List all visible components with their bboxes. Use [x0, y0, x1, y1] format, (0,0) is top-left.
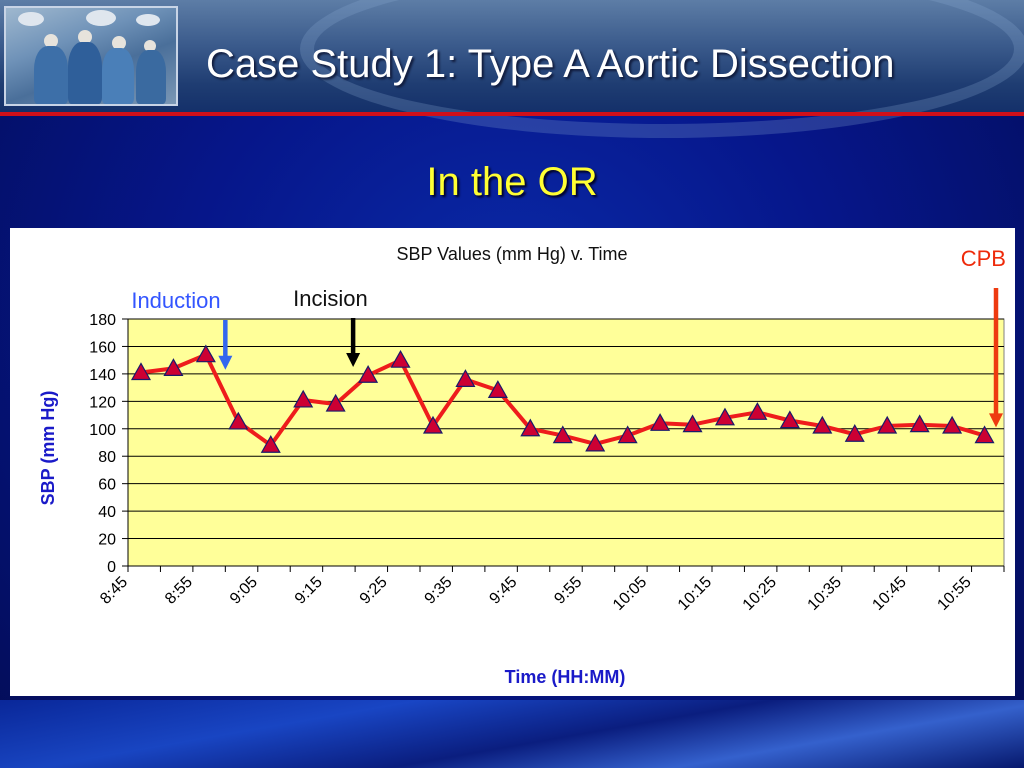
data-point-marker [163, 358, 184, 376]
data-point-marker [585, 433, 606, 452]
y-tick-label: 40 [98, 504, 116, 521]
data-point-marker [422, 415, 444, 434]
x-tick-label: 10:45 [870, 574, 910, 614]
y-tick-label: 120 [89, 394, 116, 411]
x-tick-label: 9:05 [227, 574, 261, 608]
plot-area: 0 20 40 60 80 100 120 140 160 180 8:45 8:55 9:05 9:15… [89, 246, 1006, 614]
y-axis-label: SBP (mm Hg) [38, 391, 58, 506]
chart-panel: SBP Values (mm Hg) v. Time SBP (mm Hg) T… [10, 228, 1015, 696]
data-point-marker [358, 365, 379, 383]
data-point-marker [228, 411, 249, 430]
data-point-marker [195, 344, 216, 363]
bottom-wave [0, 700, 1024, 768]
x-tick-label: 8:55 [162, 574, 196, 608]
x-tick-label: 10:05 [610, 574, 650, 614]
data-point-marker [682, 414, 703, 433]
y-tick-label: 20 [98, 532, 116, 549]
header-divider [0, 112, 1024, 116]
x-tick-label: 9:45 [486, 574, 520, 608]
data-point-marker [974, 425, 995, 444]
data-point-marker [487, 380, 508, 398]
annotation-induction-arrow-head [218, 355, 233, 370]
data-point-marker [520, 418, 541, 437]
annotation-incision-arrow-head [346, 353, 361, 368]
y-tick-label: 80 [98, 449, 116, 466]
sbp-line-chart: SBP Values (mm Hg) v. Time SBP (mm Hg) T… [38, 244, 1006, 687]
x-tick-label: 9:25 [357, 574, 391, 608]
y-tick-label: 100 [89, 422, 116, 439]
data-point-marker [390, 349, 411, 368]
data-point-marker [714, 407, 736, 426]
y-tick-label: 180 [89, 312, 116, 329]
annotation-incision-label: Incision [293, 286, 368, 311]
data-point-marker [844, 424, 865, 442]
data-point-marker [650, 413, 671, 431]
x-tick-label: 9:55 [551, 574, 585, 608]
operating-room-photo [4, 6, 178, 106]
data-point-marker [130, 362, 152, 381]
slide-subtitle: In the OR [426, 160, 598, 204]
data-point-marker [877, 415, 898, 434]
y-tick-label: 160 [89, 339, 116, 356]
data-point-marker [747, 402, 768, 420]
data-point-marker [617, 425, 638, 444]
data-point-marker [325, 393, 346, 412]
data-point-marker [455, 369, 476, 387]
slide-title: Case Study 1: Type A Aortic Dissection [206, 42, 895, 86]
chart-title: SBP Values (mm Hg) v. Time [396, 244, 627, 264]
y-tick-label: 0 [107, 559, 116, 576]
data-point-marker [812, 415, 833, 434]
annotation-cpb-arrow-head [989, 413, 1003, 428]
x-tick-label: 8:45 [97, 574, 131, 608]
annotation-cpb-label: CPB [961, 246, 1006, 271]
data-point-marker [260, 435, 281, 453]
data-point-marker [552, 425, 573, 444]
y-tick-label: 60 [98, 477, 116, 494]
x-axis-label: Time (HH:MM) [505, 667, 626, 687]
x-tick-label: 10:25 [740, 574, 780, 614]
annotation-induction-label: Induction [131, 288, 220, 313]
x-tick-label: 9:15 [292, 574, 326, 608]
x-tick-label: 10:55 [934, 574, 974, 614]
x-tick-label: 10:15 [675, 574, 715, 614]
y-tick-label: 140 [89, 367, 116, 384]
data-point-marker [909, 414, 930, 433]
data-point-marker [293, 389, 314, 408]
data-point-marker [942, 415, 963, 434]
data-point-marker [779, 410, 800, 429]
x-tick-label: 9:35 [422, 574, 456, 608]
x-tick-label: 10:35 [805, 574, 845, 614]
